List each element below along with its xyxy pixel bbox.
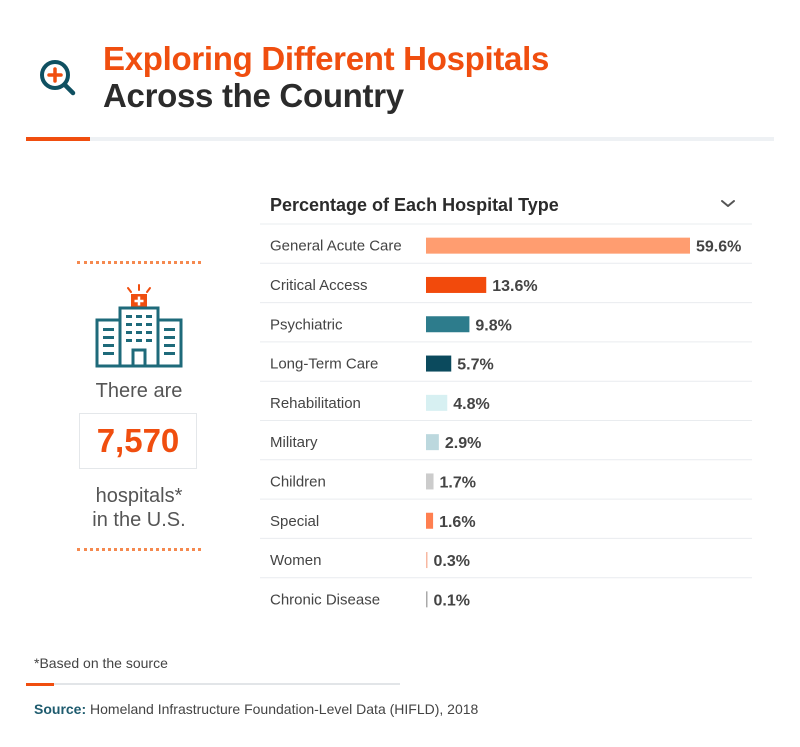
category-label: Women bbox=[270, 552, 321, 569]
category-label: Special bbox=[270, 513, 319, 530]
bar bbox=[426, 316, 470, 333]
hospital-type-bar-chart: General Acute Care 59.6% Critical Access 13… bbox=[260, 223, 752, 609]
value-label: 9.8% bbox=[475, 317, 511, 334]
page-title: Exploring Different Hospitals Across the… bbox=[103, 40, 549, 114]
value-label: 1.7% bbox=[440, 474, 476, 491]
bar bbox=[426, 434, 439, 451]
category-label: Military bbox=[270, 434, 318, 451]
footer-divider-accent bbox=[26, 683, 54, 686]
value-label: 59.6% bbox=[696, 239, 741, 256]
chart-title: Percentage of Each Hospital Type bbox=[270, 195, 559, 215]
bar bbox=[426, 591, 428, 608]
hospital-building-icon bbox=[95, 284, 183, 368]
title-line-1: Exploring Different Hospitals bbox=[103, 40, 550, 77]
source-citation: Source: Homeland Infrastructure Foundati… bbox=[34, 701, 478, 717]
count-prefix: There are bbox=[95, 380, 183, 402]
bar bbox=[426, 473, 434, 490]
category-label: Children bbox=[270, 473, 326, 490]
dotted-divider-bottom bbox=[77, 548, 201, 551]
source-footnote: *Based on the source bbox=[34, 655, 168, 671]
hospital-count: 7,570 bbox=[79, 413, 197, 469]
value-label: 0.3% bbox=[434, 553, 470, 570]
header-divider bbox=[26, 137, 774, 141]
bar bbox=[426, 237, 690, 254]
category-label: Long-Term Care bbox=[270, 356, 378, 373]
chevron-down-icon[interactable] bbox=[720, 196, 736, 212]
count-suffix: hospitals* in the U.S. bbox=[0, 484, 278, 532]
category-label: Psychiatric bbox=[270, 316, 343, 333]
count-suffix-line-1: hospitals* bbox=[95, 485, 183, 507]
category-label: Chronic Disease bbox=[270, 591, 380, 608]
bar bbox=[426, 276, 487, 293]
value-label: 4.8% bbox=[453, 396, 489, 413]
source-label: Source: bbox=[34, 701, 87, 717]
footer-divider bbox=[26, 683, 400, 685]
category-label: Critical Access bbox=[270, 277, 368, 294]
value-label: 13.6% bbox=[492, 278, 537, 295]
bar bbox=[426, 512, 434, 529]
count-suffix-line-2: in the U.S. bbox=[92, 509, 186, 531]
value-label: 2.9% bbox=[445, 435, 481, 452]
category-label: General Acute Care bbox=[270, 238, 402, 255]
dotted-divider-top bbox=[77, 261, 201, 264]
header-divider-accent bbox=[26, 137, 90, 141]
source-text: Homeland Infrastructure Foundation-Level… bbox=[86, 701, 479, 717]
bar bbox=[426, 394, 448, 411]
category-label: Rehabilitation bbox=[270, 395, 361, 412]
value-label: 5.7% bbox=[457, 357, 493, 374]
value-label: 1.6% bbox=[439, 514, 475, 531]
bar bbox=[426, 552, 428, 569]
value-label: 0.1% bbox=[434, 592, 470, 609]
title-line-2: Across the Country bbox=[103, 77, 404, 114]
bar bbox=[426, 355, 452, 372]
magnifier-plus-icon bbox=[40, 60, 76, 96]
